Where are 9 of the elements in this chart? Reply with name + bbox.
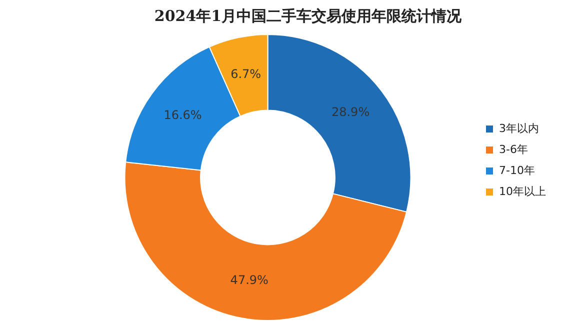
data-label: 28.9% <box>331 104 370 119</box>
chart-title: 2024年1月中国二手车交易使用年限统计情况 <box>154 6 463 25</box>
legend-label: 10年以上 <box>499 184 546 198</box>
data-label: 6.7% <box>230 66 262 81</box>
legend-label: 3年以内 <box>499 122 540 135</box>
legend-label: 7-10年 <box>499 164 535 177</box>
data-label: 16.6% <box>164 108 202 122</box>
legend-label: 3-6年 <box>499 142 528 156</box>
data-label: 47.9% <box>230 273 268 288</box>
